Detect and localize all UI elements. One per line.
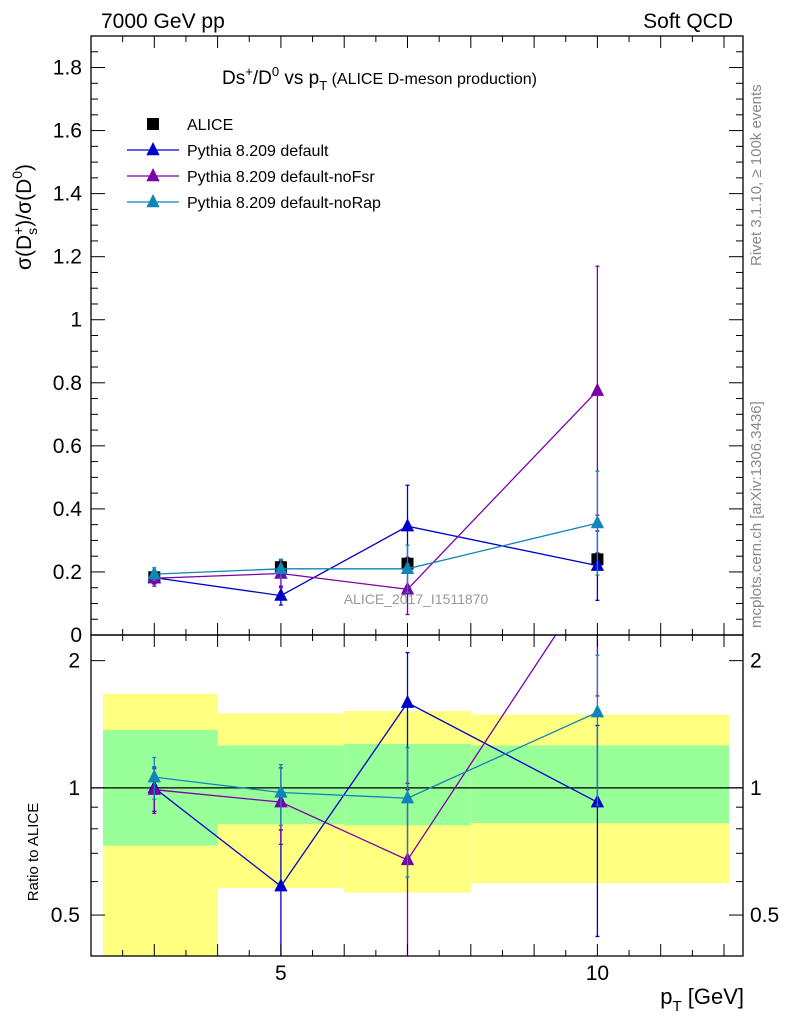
main-point-noRap [400, 560, 415, 574]
title-sub-t: T [319, 78, 327, 93]
main-y-tick-label: 1.8 [53, 57, 82, 80]
main-point-noRap [147, 566, 161, 580]
axes: 5 10 0 0.2 0.4 0.6 0.8 1 1.2 1.4 1.6 1.8 0.5 0.5 1 1 2 2 [51, 35, 779, 985]
main-point-default [274, 587, 288, 601]
header-left: 7000 GeV pp [101, 10, 225, 33]
main-y-tick-label: 1.4 [53, 183, 83, 206]
legend-marker-default [146, 142, 160, 156]
main-ylabel: σ(Ds+)/σ(D0) [9, 164, 40, 270]
main-point-default [400, 518, 415, 532]
ratio-point-default [400, 694, 415, 708]
ratio-point-noRap [590, 704, 605, 718]
main-y-tick-label: 0 [70, 624, 82, 647]
legend-label-noRap: Pythia 8.209 default-noRap [187, 195, 381, 212]
main-y-tick-label: 1 [70, 309, 82, 332]
legend: ALICE Pythia 8.209 default Pythia 8.209 de… [127, 117, 381, 212]
legend-label-default: Pythia 8.209 default [187, 143, 329, 160]
ylabel-sup-0: 0 [9, 171, 25, 179]
ratio-y-tick-label-right: 1 [750, 777, 762, 800]
ylabel-mid: )/σ(D [13, 179, 36, 227]
ratio-point-noRap [400, 790, 415, 804]
ratio-y-tick-label-right: 0.5 [750, 904, 779, 927]
ratio-point-noRap [274, 784, 288, 798]
ratio-line-default [153, 701, 598, 888]
xlabel-p: p [660, 984, 672, 1009]
legend-marker-noRap [146, 194, 160, 208]
ratio-line-noRap [154, 711, 598, 799]
ylabel-sup-plus: + [10, 227, 26, 235]
header-right: Soft QCD [643, 10, 733, 33]
title-slash: /D [253, 68, 272, 89]
ratio-y-tick-label-left: 0.5 [51, 904, 80, 927]
main-y-tick-label: 1.2 [53, 246, 82, 269]
x-axis-label: pT [GeV] [660, 984, 744, 1015]
main-y-tick-label: 0.6 [53, 435, 82, 458]
main-y-tick-label: 1.6 [53, 120, 82, 143]
ylabel-end: ) [13, 164, 36, 171]
ratio-frame [90, 634, 744, 957]
legend-label-data: ALICE [187, 117, 233, 134]
x-tick-label: 5 [275, 962, 287, 985]
title-ds: Ds [222, 68, 245, 89]
xlabel-sub-t: T [672, 998, 681, 1015]
ratio-y-tick-label-left: 1 [68, 777, 80, 800]
legend-marker-data [147, 118, 159, 130]
ratio-point-noRap [147, 769, 161, 783]
title-plus: + [245, 64, 253, 79]
ylabel-sigma1: σ(D [13, 235, 36, 270]
main-y-tick-label: 0.4 [53, 498, 83, 521]
main-y-tick-label: 0.2 [53, 561, 82, 584]
main-point-noRap [274, 560, 288, 574]
main-point-noFsr [590, 382, 605, 396]
title-vs: vs p [279, 68, 319, 89]
legend-marker-noFsr [146, 168, 160, 182]
main-line-noFsr [154, 390, 598, 590]
ratio-y-tick-label-left: 2 [68, 650, 80, 673]
main-line-noRap [154, 522, 598, 575]
title-zero: 0 [272, 64, 279, 79]
legend-label-noFsr: Pythia 8.209 default-noFsr [187, 169, 375, 186]
ratio-y-tick-label-right: 2 [750, 650, 762, 673]
main-y-tick-label: 0.8 [53, 372, 82, 395]
mcplots-label: mcplots.cern.ch [arXiv:1306.3436] [748, 401, 765, 628]
xlabel-unit: [GeV] [682, 984, 744, 1009]
main-point-noRap [590, 515, 605, 529]
main-plot-area [147, 265, 605, 616]
x-tick-label: 10 [586, 962, 609, 985]
ratio-band-inner [470, 745, 729, 824]
title-paren: (ALICE D-meson production) [327, 71, 537, 88]
watermark: ALICE_2017_I1511870 [344, 591, 489, 607]
rivet-label: Rivet 3.1.10, ≥ 100k events [748, 84, 765, 266]
ylabel-sub-s: s [24, 228, 40, 235]
ratio-line-noFsr [154, 635, 557, 861]
ratio-ylabel: Ratio to ALICE [25, 803, 42, 901]
ratio-plot-area [91, 635, 743, 956]
main-title: Ds+/D0 vs pT (ALICE D-meson production) [222, 64, 537, 93]
ratio-point-default [274, 878, 288, 892]
